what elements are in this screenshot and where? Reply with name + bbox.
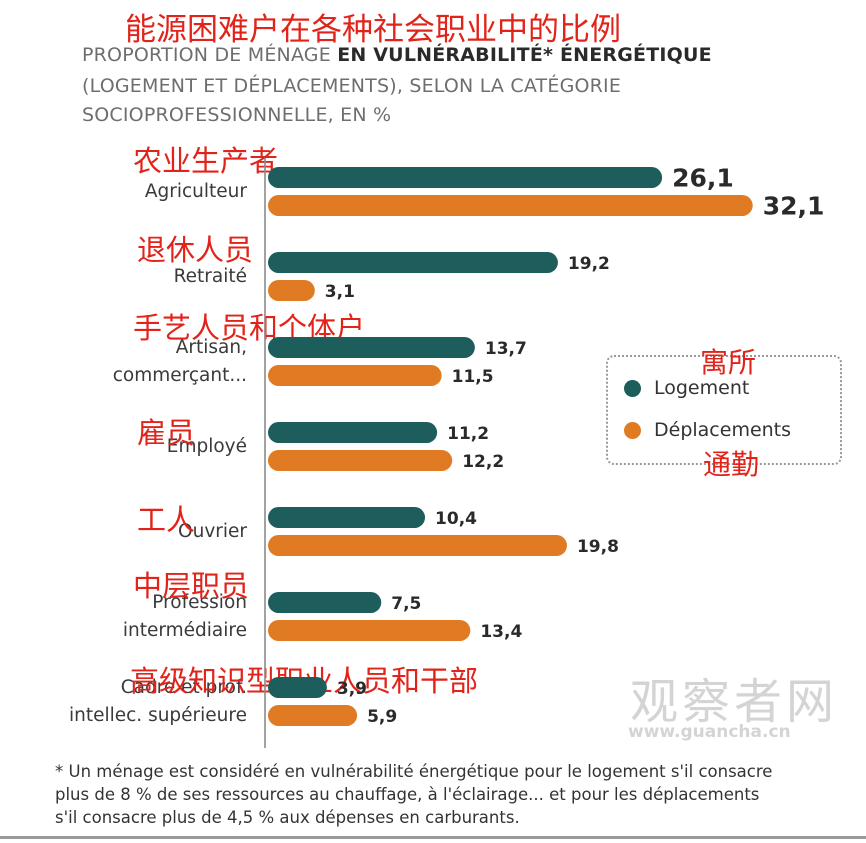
value-label-deplacements-3: 12,2 — [462, 452, 504, 472]
bar-logement-2 — [268, 337, 475, 358]
bar-deplacements-1 — [268, 280, 315, 301]
category-label-6: Cadre et prof. intellec. supérieure — [68, 676, 247, 726]
value-label-deplacements-5: 13,4 — [480, 622, 522, 642]
value-label-logement-6: 3,9 — [337, 679, 367, 699]
legend-cn-deplacements: 通勤 — [703, 448, 760, 481]
watermark-logo: 观察者网 — [630, 674, 839, 730]
footnote-line2: plus de 8 % de ses ressources au chauffa… — [55, 785, 760, 804]
legend-label-deplacements: Déplacements — [654, 419, 792, 441]
value-label-logement-4: 10,4 — [435, 509, 477, 529]
footnote: * Un ménage est considéré en vulnérabili… — [55, 760, 772, 829]
bar-logement-0 — [268, 167, 663, 188]
bar-deplacements-2 — [268, 365, 442, 386]
category-cn-label-1: 退休人员 — [137, 233, 254, 267]
bar-logement-1 — [268, 252, 558, 273]
bar-deplacements-0 — [268, 195, 753, 216]
legend: Logement Déplacements — [606, 355, 842, 465]
value-label-logement-5: 7,5 — [391, 594, 421, 614]
category-label-4: Ouvrier — [178, 520, 247, 542]
legend-label-logement: Logement — [654, 377, 750, 399]
category-label-0: Agriculteur — [144, 180, 247, 202]
legend-cn-logement: 寓所 — [700, 346, 757, 379]
chart-subtitle-line1: PROPORTION DE MÉNAGE EN VULNÉRABILITÉ* É… — [82, 44, 712, 66]
chart-subtitle-line2: (LOGEMENT ET DÉPLACEMENTS), SELON LA CAT… — [82, 75, 622, 97]
category-label-5: Profession intermédiaire — [122, 591, 247, 641]
legend-item-deplacements: Déplacements — [624, 419, 791, 441]
bar-logement-6 — [268, 677, 327, 698]
category-cn-label-0: 农业生产者 — [133, 144, 279, 178]
value-label-logement-3: 11,2 — [447, 424, 489, 444]
category-cn-label-3: 雇员 — [137, 416, 196, 450]
bar-logement-5 — [268, 592, 382, 613]
value-label-deplacements-4: 19,8 — [577, 537, 619, 557]
bar-deplacements-4 — [268, 535, 567, 556]
value-label-logement-1: 19,2 — [568, 254, 610, 274]
value-label-deplacements-6: 5,9 — [367, 707, 397, 727]
legend-swatch-logement — [624, 379, 641, 397]
footnote-line3: s'il consacre plus de 4,5 % aux dépenses… — [55, 808, 520, 827]
bar-logement-3 — [268, 422, 438, 443]
bar-logement-4 — [268, 507, 426, 528]
value-label-deplacements-2: 11,5 — [452, 367, 494, 387]
watermark-url: www.guancha.cn — [628, 722, 791, 742]
category-cn-label-4: 工人 — [137, 503, 196, 537]
chart-subtitle-line3: SOCIOPROFESSIONNELLE, EN % — [82, 104, 392, 126]
overlay-chinese-title: 能源困难户在各种社会职业中的比例 — [125, 12, 621, 48]
legend-item-logement: Logement — [624, 377, 749, 399]
footnote-line1: * Un ménage est considéré en vulnérabili… — [55, 762, 773, 781]
value-label-logement-0: 26,1 — [672, 164, 734, 193]
legend-swatch-deplacements — [624, 421, 641, 439]
value-label-logement-2: 13,7 — [485, 339, 527, 359]
category-label-1: Retraité — [173, 265, 247, 287]
subtitle-emphasis: EN VULNÉRABILITÉ* ÉNERGÉTIQUE — [337, 44, 712, 66]
bar-deplacements-6 — [268, 705, 358, 726]
subtitle-text: PROPORTION DE MÉNAGE — [82, 44, 338, 66]
value-label-deplacements-0: 32,1 — [763, 192, 825, 221]
category-cn-label-5: 中层职员 — [133, 569, 250, 603]
bottom-divider — [0, 836, 866, 839]
bar-deplacements-5 — [268, 620, 471, 641]
bar-deplacements-3 — [268, 450, 453, 471]
category-label-2: Artisan, commerçant... — [112, 336, 247, 386]
category-label-3: Employé — [166, 435, 247, 457]
value-label-deplacements-1: 3,1 — [325, 282, 355, 302]
